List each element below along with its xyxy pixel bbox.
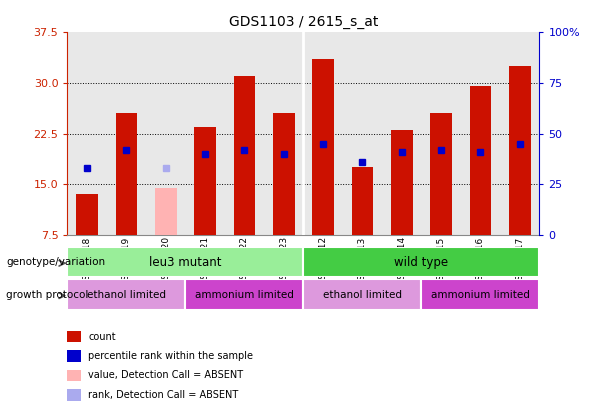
Text: growth protocol: growth protocol <box>6 290 88 300</box>
Text: percentile rank within the sample: percentile rank within the sample <box>88 351 253 361</box>
Text: genotype/variation: genotype/variation <box>6 257 105 267</box>
Bar <box>391 130 413 235</box>
Bar <box>234 76 255 235</box>
Bar <box>509 66 531 235</box>
Text: leu3 mutant: leu3 mutant <box>149 256 222 269</box>
Bar <box>116 113 137 235</box>
Bar <box>67 279 186 310</box>
Text: rank, Detection Call = ABSENT: rank, Detection Call = ABSENT <box>88 390 238 400</box>
Bar <box>303 279 422 310</box>
Text: ethanol limited: ethanol limited <box>323 290 402 300</box>
Text: ammonium limited: ammonium limited <box>195 290 294 300</box>
Bar <box>76 194 98 235</box>
Text: value, Detection Call = ABSENT: value, Detection Call = ABSENT <box>88 371 243 380</box>
Text: ammonium limited: ammonium limited <box>431 290 530 300</box>
Bar <box>186 279 303 310</box>
Bar <box>312 60 334 235</box>
Bar <box>430 113 452 235</box>
Text: ethanol limited: ethanol limited <box>87 290 166 300</box>
Title: GDS1103 / 2615_s_at: GDS1103 / 2615_s_at <box>229 15 378 29</box>
Bar <box>303 247 539 277</box>
Bar <box>67 247 303 277</box>
Text: wild type: wild type <box>394 256 449 269</box>
Bar <box>352 167 373 235</box>
Text: count: count <box>88 332 116 341</box>
Bar <box>155 188 177 235</box>
Bar <box>422 279 539 310</box>
Bar <box>273 113 295 235</box>
Bar <box>194 127 216 235</box>
Bar <box>470 86 491 235</box>
